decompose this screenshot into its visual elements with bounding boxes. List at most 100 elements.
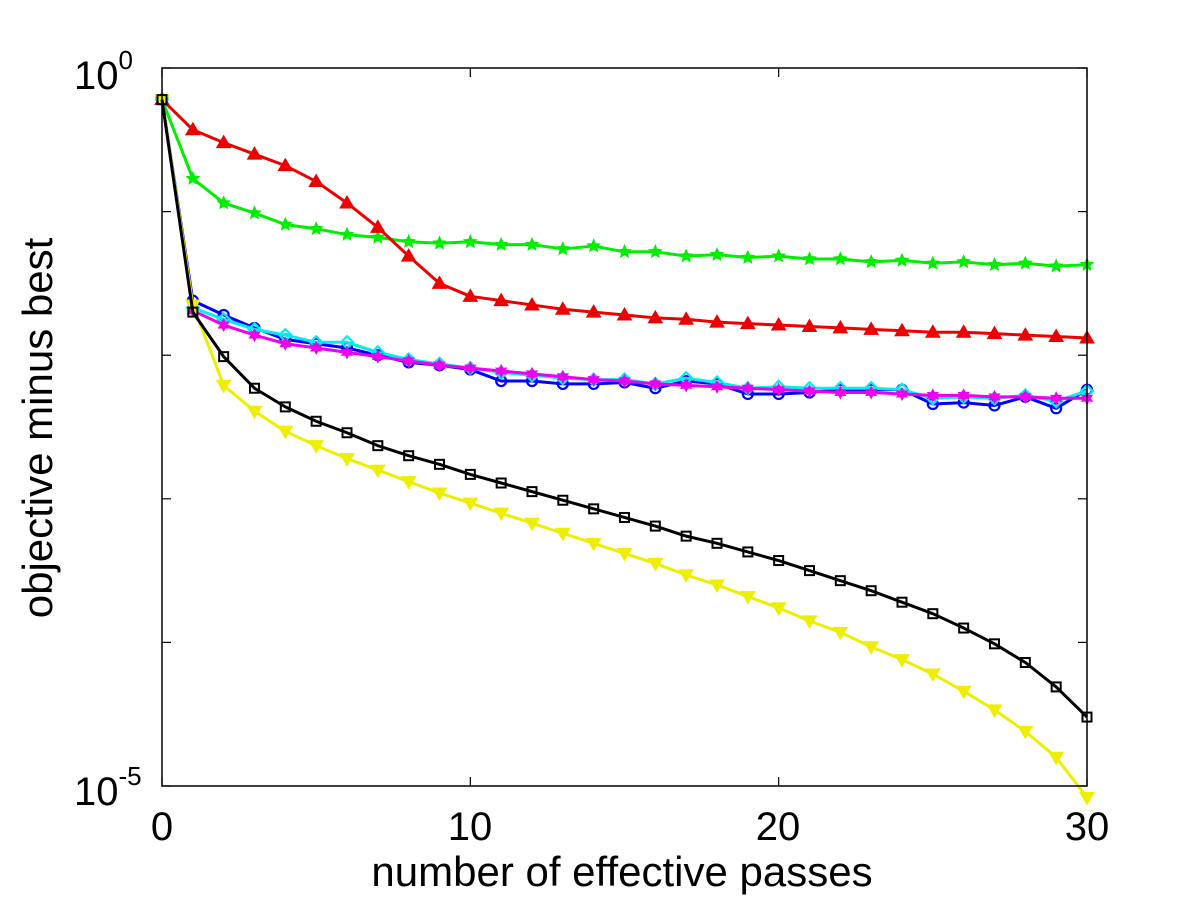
black-square-marker xyxy=(372,440,384,452)
yellow-triangle-down-marker xyxy=(1048,751,1065,766)
green-star-marker xyxy=(493,236,509,251)
y-tick-label-top: 100 xyxy=(74,45,133,98)
series-magenta-hexagram xyxy=(155,92,1094,406)
black-square-marker xyxy=(1050,681,1062,693)
red-triangle-marker xyxy=(524,296,540,311)
magenta-hexagram-marker xyxy=(679,378,693,393)
green-star-marker xyxy=(308,221,324,236)
green-star-marker xyxy=(740,249,756,264)
yellow-triangle-down-marker xyxy=(986,704,1003,718)
green-star-marker xyxy=(709,246,725,261)
green-star-marker xyxy=(339,226,355,241)
green-star-marker xyxy=(925,255,941,270)
black-square-marker xyxy=(464,468,476,480)
yellow-triangle-down-marker xyxy=(647,557,664,572)
magenta-hexagram-marker xyxy=(248,327,261,343)
red-triangle-marker xyxy=(924,324,941,338)
magenta-hexagram-marker xyxy=(433,358,446,373)
black-square-marker xyxy=(742,546,754,558)
magenta-hexagram-marker xyxy=(864,385,878,400)
green-star-marker xyxy=(771,248,787,263)
red-triangle-marker xyxy=(400,248,417,262)
green-star-marker xyxy=(432,235,447,250)
black-square-marker xyxy=(927,608,939,620)
red-triangle-marker xyxy=(585,304,602,318)
black-square-marker xyxy=(711,537,723,549)
red-triangle-marker xyxy=(1017,327,1034,341)
yellow-triangle-down-marker xyxy=(924,668,941,682)
red-triangle-marker xyxy=(986,325,1003,340)
red-triangle-marker xyxy=(832,319,849,334)
yellow-triangle-down-marker xyxy=(277,425,294,440)
yellow-triangle-down-marker xyxy=(585,537,602,552)
yellow-triangle-down-marker xyxy=(770,602,787,616)
red-triangle-marker xyxy=(863,321,880,335)
magenta-hexagram-marker xyxy=(494,363,508,379)
y-tick-label-bottom: 10-5 xyxy=(74,761,142,814)
yellow-triangle-down-marker xyxy=(524,517,540,532)
green-star-marker xyxy=(987,256,1002,272)
black-square-marker xyxy=(249,382,260,394)
y-axis-label: objective minus best xyxy=(14,237,61,618)
red-triangle-marker xyxy=(1048,328,1065,343)
magenta-hexagram-marker xyxy=(464,360,477,376)
x-axis-label: number of effective passes xyxy=(371,848,872,895)
black-square-marker xyxy=(773,555,785,567)
magenta-hexagram-marker xyxy=(1049,391,1063,406)
series-red-triangle xyxy=(154,91,1095,344)
x-tick-label: 20 xyxy=(756,805,801,849)
series-green-star xyxy=(154,91,1095,273)
red-triangle-marker xyxy=(431,275,448,289)
magenta-hexagram-marker xyxy=(618,373,631,389)
red-triangle-marker xyxy=(801,318,818,332)
black-square-marker xyxy=(989,638,1000,650)
y-tick-base: 10 xyxy=(74,54,119,98)
red-triangle-marker xyxy=(616,306,633,321)
magenta-hexagram-marker xyxy=(649,376,662,392)
magenta-hexagram-marker xyxy=(587,372,600,387)
x-tick-label: 10 xyxy=(448,805,493,849)
black-square-marker xyxy=(279,401,291,413)
red-triangle-marker xyxy=(678,311,695,325)
magenta-hexagram-marker xyxy=(309,340,323,356)
magenta-hexagram-marker xyxy=(957,388,970,403)
green-star-marker xyxy=(1017,255,1033,270)
yellow-triangle-down-marker xyxy=(616,547,633,562)
yellow-triangle-down-marker xyxy=(215,379,232,394)
yellow-triangle-down-marker xyxy=(1079,791,1095,806)
yellow-triangle-down-marker xyxy=(678,569,695,583)
green-star-marker xyxy=(555,241,571,256)
tick-layer xyxy=(161,67,1088,787)
series-black-square xyxy=(156,94,1093,723)
yellow-triangle-down-marker xyxy=(1017,725,1034,740)
yellow-triangle-down-marker xyxy=(554,527,571,542)
yellow-triangle-down-marker xyxy=(493,507,510,522)
magenta-hexagram-marker xyxy=(710,379,724,394)
black-square-marker xyxy=(804,565,815,577)
red-triangle-marker xyxy=(770,317,787,331)
red-triangle-marker xyxy=(215,134,232,149)
yellow-triangle-down-marker xyxy=(369,464,386,479)
magenta-hexagram-marker xyxy=(1019,389,1032,404)
magenta-hexagram-marker xyxy=(371,349,385,364)
black-square-marker xyxy=(1019,657,1031,669)
yellow-triangle-down-marker xyxy=(246,405,263,420)
magenta-hexagram-marker xyxy=(556,369,570,384)
magenta-hexagram-marker xyxy=(741,381,755,396)
series-line-black-square xyxy=(160,99,1089,719)
plot-frame xyxy=(161,67,1088,787)
green-star-marker xyxy=(894,252,910,267)
red-triangle-marker xyxy=(184,121,201,136)
yellow-triangle-down-marker xyxy=(832,626,849,641)
yellow-triangle-down-marker xyxy=(801,615,818,629)
yellow-triangle-down-marker xyxy=(894,654,910,668)
magenta-hexagram-marker xyxy=(340,345,354,360)
magenta-hexagram-marker xyxy=(803,383,816,399)
magenta-hexagram-marker xyxy=(926,388,940,403)
magenta-hexagram-marker xyxy=(279,336,292,351)
yellow-triangle-down-marker xyxy=(709,579,725,593)
red-triangle-marker xyxy=(339,194,355,209)
red-triangle-marker xyxy=(647,309,664,324)
black-square-marker xyxy=(403,450,415,462)
